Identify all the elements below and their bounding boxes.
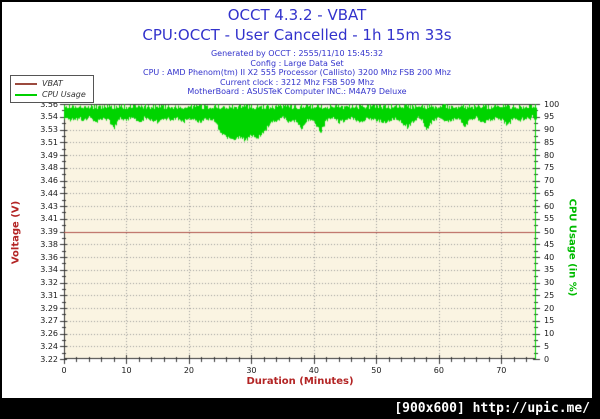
vbat-line-swatch bbox=[15, 82, 37, 85]
watermark-url: [900x600] http://upic.me/ bbox=[394, 401, 590, 416]
chart-plot-area bbox=[2, 2, 592, 398]
legend-item-vbat: VBAT bbox=[11, 78, 93, 89]
legend-label-cpu-usage: CPU Usage bbox=[42, 90, 86, 99]
legend-item-cpu-usage: CPU Usage bbox=[11, 89, 93, 100]
cpu-usage-line-swatch bbox=[15, 93, 37, 96]
legend-label-vbat: VBAT bbox=[42, 79, 63, 88]
right-axis-title: CPU Usage (in %) bbox=[566, 198, 578, 297]
chart-page: OCCT 4.3.2 - VBAT CPU:OCCT - User Cancel… bbox=[2, 2, 592, 398]
left-axis-title: Voltage (V) bbox=[10, 200, 22, 265]
x-axis-title: Duration (Minutes) bbox=[246, 376, 354, 387]
legend-box: VBAT CPU Usage bbox=[10, 75, 94, 103]
